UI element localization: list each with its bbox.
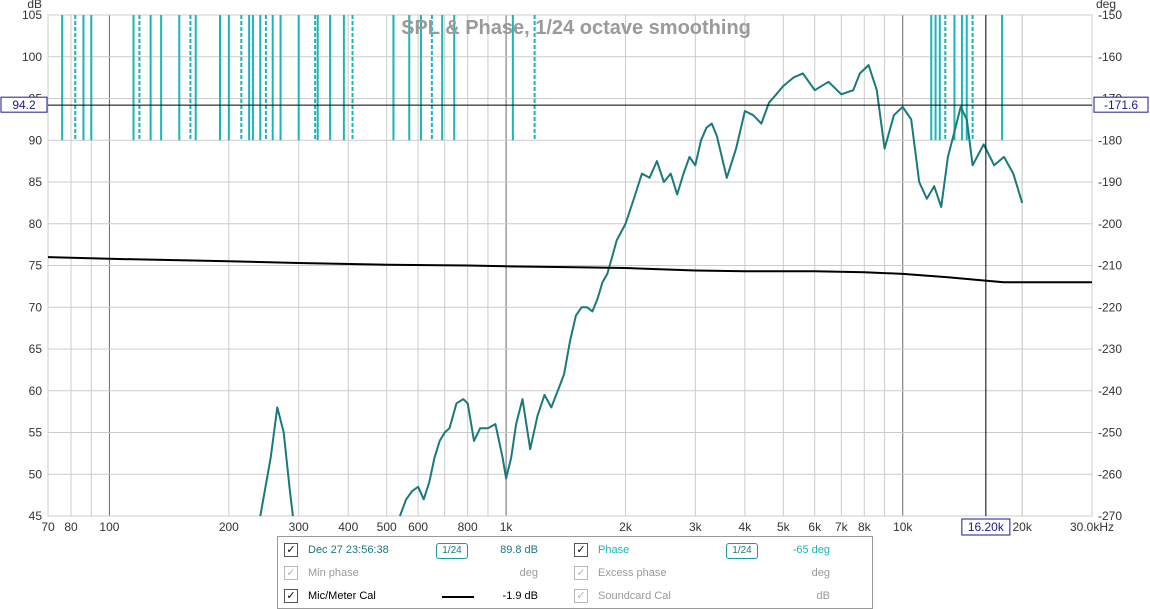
y-right-tick-label: -230 xyxy=(1098,342,1122,356)
y-left-tick-label: 80 xyxy=(29,217,43,231)
legend-row-mic-cal[interactable]: ✓ Mic/Meter Cal -1.9 dB xyxy=(284,586,564,606)
cursor-readout-x: 16.20k xyxy=(968,520,1005,534)
cursor-readout-left: 94.2 xyxy=(12,98,36,112)
x-tick-label: 4k xyxy=(739,520,753,534)
x-tick-label: 8k xyxy=(858,520,872,534)
legend-value-mic-cal: -1.9 dB xyxy=(502,590,538,602)
cursor-readout-right-box xyxy=(1093,96,1149,113)
legend-value-measurement: 89.8 dB xyxy=(500,544,538,556)
cal-curve xyxy=(47,256,1092,284)
y-right-tick-label: -270 xyxy=(1098,509,1122,523)
y-left-tick-label: 55 xyxy=(29,426,43,440)
y-left-tick-label: 85 xyxy=(29,175,43,189)
cursor-readout-left-box xyxy=(0,96,48,113)
legend-row-measurement[interactable]: ✓ Dec 27 23:56:38 1/24 89.8 dB xyxy=(284,540,564,560)
y-right-tick-label: -150 xyxy=(1098,8,1122,22)
x-tick-label: 2k xyxy=(619,520,633,534)
legend-label-soundcard-cal: Soundcard Cal xyxy=(598,590,671,602)
legend-checkbox-excess-phase[interactable]: ✓ xyxy=(574,566,588,580)
y-right-tick-label: -240 xyxy=(1098,384,1122,398)
y-left-tick-label: 60 xyxy=(29,384,43,398)
legend-checkbox-measurement[interactable]: ✓ xyxy=(284,543,298,557)
chart-title: SPL & Phase, 1/24 octave smoothing xyxy=(401,17,751,39)
y-left-tick-label: 70 xyxy=(29,300,43,314)
legend-value-soundcard-cal: dB xyxy=(816,590,830,602)
y-right-tick-label: -260 xyxy=(1098,467,1122,481)
legend-label-min-phase: Min phase xyxy=(308,567,359,579)
y-right-tick-label: -210 xyxy=(1098,259,1122,273)
x-tick-label: 200 xyxy=(219,520,239,534)
y-left-unit: dB xyxy=(27,0,42,11)
x-tick-label: 300 xyxy=(289,520,309,534)
legend-row-min-phase[interactable]: ✓ Min phase deg xyxy=(284,563,564,583)
legend-panel: ✓ Dec 27 23:56:38 1/24 89.8 dB ✓ Min pha… xyxy=(277,536,873,609)
cursor-readout-x-box xyxy=(961,518,1011,536)
legend-checkbox-mic-cal[interactable]: ✓ xyxy=(284,589,298,603)
y-left-tick-label: 90 xyxy=(29,133,43,147)
y-left-tick-label: 50 xyxy=(29,467,43,481)
y-right-unit: deg xyxy=(1096,0,1116,11)
y-right-tick-label: -220 xyxy=(1098,300,1122,314)
x-tick-label: 10k xyxy=(893,520,913,534)
legend-label-excess-phase: Excess phase xyxy=(598,567,667,579)
legend-value-min-phase: deg xyxy=(519,567,538,579)
legend-label-measurement: Dec 27 23:56:38 xyxy=(308,544,389,556)
x-tick-label: 30.0kHz xyxy=(1070,520,1114,534)
legend-checkbox-soundcard-cal[interactable]: ✓ xyxy=(574,589,588,603)
legend-label-mic-cal: Mic/Meter Cal xyxy=(308,590,376,602)
y-right-tick-label: -160 xyxy=(1098,50,1122,64)
legend-row-phase[interactable]: ✓ Phase 1/24 -65 deg xyxy=(574,540,864,560)
x-tick-label: 6k xyxy=(808,520,822,534)
legend-swatch-mic-cal xyxy=(442,596,474,598)
legend-value-phase: -65 deg xyxy=(792,544,830,556)
x-tick-label: 70 xyxy=(41,520,55,534)
legend-checkbox-min-phase[interactable]: ✓ xyxy=(284,566,298,580)
spl-curve xyxy=(398,64,1024,517)
y-right-tick-label: -190 xyxy=(1098,175,1122,189)
x-tick-label: 500 xyxy=(377,520,397,534)
smoothing-icon[interactable]: 1/24 xyxy=(436,543,468,559)
legend-label-phase: Phase xyxy=(598,544,630,556)
x-tick-label: 20k xyxy=(1012,520,1032,534)
spl-curve xyxy=(259,406,294,517)
y-right-tick-label: -250 xyxy=(1098,426,1122,440)
x-tick-label: 3k xyxy=(689,520,703,534)
x-tick-label: 80 xyxy=(64,520,78,534)
legend-row-excess-phase[interactable]: ✓ Excess phase deg xyxy=(574,563,864,583)
legend-value-excess-phase: deg xyxy=(811,567,830,579)
y-right-tick-label: -180 xyxy=(1098,133,1122,147)
y-left-tick-label: 45 xyxy=(29,509,43,523)
x-tick-label: 800 xyxy=(458,520,478,534)
spl-phase-chart[interactable]: 1051009590858075706560555045-150-160-170… xyxy=(0,0,1150,536)
x-tick-label: 100 xyxy=(99,520,119,534)
y-left-tick-label: 100 xyxy=(22,50,42,64)
x-tick-label: 1k xyxy=(500,520,514,534)
x-tick-label: 400 xyxy=(338,520,358,534)
y-left-tick-label: 105 xyxy=(22,8,42,22)
y-right-tick-label: -200 xyxy=(1098,217,1122,231)
legend-row-soundcard-cal[interactable]: ✓ Soundcard Cal dB xyxy=(574,586,864,606)
x-tick-label: 600 xyxy=(408,520,428,534)
cursor-readout-right: -171.6 xyxy=(1104,98,1138,112)
x-tick-label: 7k xyxy=(835,520,849,534)
legend-checkbox-phase[interactable]: ✓ xyxy=(574,543,588,557)
smoothing-icon[interactable]: 1/24 xyxy=(726,543,758,559)
x-tick-label: 5k xyxy=(777,520,791,534)
y-left-tick-label: 65 xyxy=(29,342,43,356)
y-left-tick-label: 75 xyxy=(29,259,43,273)
